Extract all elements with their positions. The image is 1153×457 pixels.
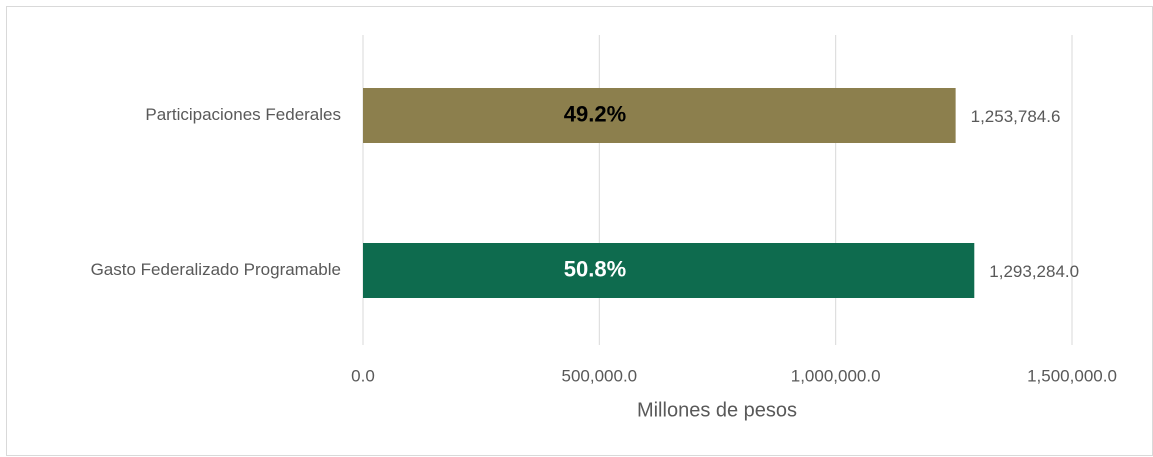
chart-frame: [6, 6, 1153, 456]
bar: [363, 243, 975, 298]
value-label: 1,253,784.6: [971, 107, 1061, 126]
x-tick-label: 1,000,000.0: [791, 366, 881, 385]
x-tick-label: 500,000.0: [562, 366, 638, 385]
x-tick-label: 0.0: [351, 366, 375, 385]
percent-label: 50.8%: [564, 256, 626, 281]
y-tick-label: Gasto Federalizado Programable: [91, 260, 341, 279]
x-axis-title: Millones de pesos: [637, 399, 797, 421]
x-tick-label: 1,500,000.0: [1027, 366, 1117, 385]
value-label: 1,293,284.0: [989, 262, 1079, 281]
percent-label: 49.2%: [564, 101, 626, 126]
bar: [363, 88, 956, 143]
y-tick-label: Participaciones Federales: [145, 105, 341, 124]
